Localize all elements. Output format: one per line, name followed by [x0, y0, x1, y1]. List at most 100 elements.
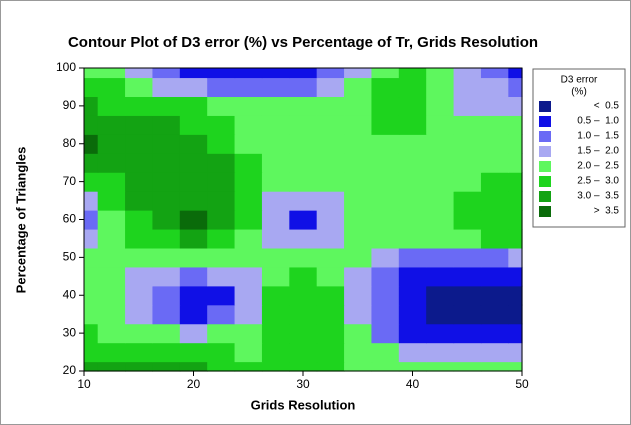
legend-swatch [539, 176, 551, 187]
legend-label: 0.5 – 1.0 [577, 116, 619, 127]
contour-cell [207, 342, 236, 363]
contour-cell [289, 304, 318, 325]
contour-cell [508, 228, 523, 249]
contour-cell [508, 323, 523, 344]
contour-cell [84, 210, 99, 230]
contour-cell [84, 361, 99, 372]
contour-cell [84, 153, 99, 173]
contour-cell [316, 172, 345, 192]
contour-cell [453, 77, 482, 98]
contour-cell [84, 134, 99, 154]
contour-cell [453, 191, 482, 211]
contour-cell [316, 304, 345, 325]
y-axis-label: Percentage of Triangles [13, 147, 28, 294]
x-axis-label: Grids Resolution [251, 397, 356, 412]
contour-cell [508, 96, 523, 116]
contour-cell [289, 228, 318, 249]
contour-cell [426, 115, 455, 135]
legend-swatch [539, 206, 551, 217]
contour-cell [453, 323, 482, 344]
contour-cell [508, 247, 523, 268]
legend-swatch [539, 116, 551, 127]
contour-cell [234, 228, 263, 249]
contour-cell [179, 191, 208, 211]
contour-cell [152, 285, 181, 306]
contour-cell [453, 228, 482, 249]
contour-cell [316, 323, 345, 344]
contour-cell [316, 361, 345, 372]
x-tick-label: 10 [77, 377, 91, 391]
contour-cell [398, 247, 427, 268]
contour-cell [453, 134, 482, 154]
contour-cell [398, 323, 427, 344]
contour-cell [453, 285, 482, 306]
contour-cell [179, 153, 208, 173]
contour-cell [261, 134, 290, 154]
contour-cell [371, 342, 400, 363]
contour-cell [234, 172, 263, 192]
contour-cell [371, 228, 400, 249]
contour-cell [234, 96, 263, 116]
contour-cell [508, 68, 523, 79]
contour-cell [125, 68, 154, 79]
contour-cell [398, 134, 427, 154]
y-tick-label: 20 [63, 363, 77, 377]
contour-cell [261, 77, 290, 98]
contour-cell [426, 361, 455, 372]
y-tick-label: 30 [63, 325, 77, 339]
contour-cell [234, 323, 263, 344]
contour-cell [179, 96, 208, 116]
contour-cell [289, 153, 318, 173]
contour-cell [84, 342, 99, 363]
contour-cell [152, 96, 181, 116]
contour-cell [453, 96, 482, 116]
contour-cell [316, 153, 345, 173]
contour-cell [152, 134, 181, 154]
contour-cell [398, 172, 427, 192]
contour-cell [207, 153, 236, 173]
contour-cell [289, 342, 318, 363]
y-tick-label: 100 [56, 60, 76, 74]
contour-cell [179, 266, 208, 287]
contour-cell [398, 153, 427, 173]
contour-cell [84, 304, 99, 325]
contour-cell [480, 304, 509, 325]
contour-cell [97, 285, 126, 306]
contour-cell [234, 361, 263, 372]
contour-cell [371, 134, 400, 154]
contour-cell [234, 115, 263, 135]
contour-cell [426, 342, 455, 363]
contour-cell [125, 172, 154, 192]
contour-cell [234, 304, 263, 325]
contour-cell [316, 342, 345, 363]
legend-label: 1.0 – 1.5 [577, 131, 619, 142]
contour-cell [371, 96, 400, 116]
y-tick-label: 90 [63, 98, 77, 112]
contour-cell [453, 342, 482, 363]
contour-cell [289, 68, 318, 79]
contour-cell [289, 172, 318, 192]
contour-cell [125, 304, 154, 325]
contour-cell [289, 115, 318, 135]
contour-cell [508, 191, 523, 211]
contour-cell [125, 96, 154, 116]
contour-cell [371, 172, 400, 192]
contour-cell [261, 361, 290, 372]
contour-cell [179, 361, 208, 372]
contour-cell [453, 115, 482, 135]
contour-cell [125, 247, 154, 268]
contour-cell [453, 68, 482, 79]
contour-cell [125, 191, 154, 211]
contour-cell [398, 115, 427, 135]
contour-cell [344, 342, 373, 363]
contour-cell [344, 304, 373, 325]
contour-cell [508, 266, 523, 287]
contour-cell [97, 247, 126, 268]
legend-swatch [539, 146, 551, 157]
contour-cell [125, 77, 154, 98]
contour-cell [426, 228, 455, 249]
contour-cell [426, 285, 455, 306]
contour-cell [371, 115, 400, 135]
contour-cell [344, 323, 373, 344]
contour-cell [316, 191, 345, 211]
